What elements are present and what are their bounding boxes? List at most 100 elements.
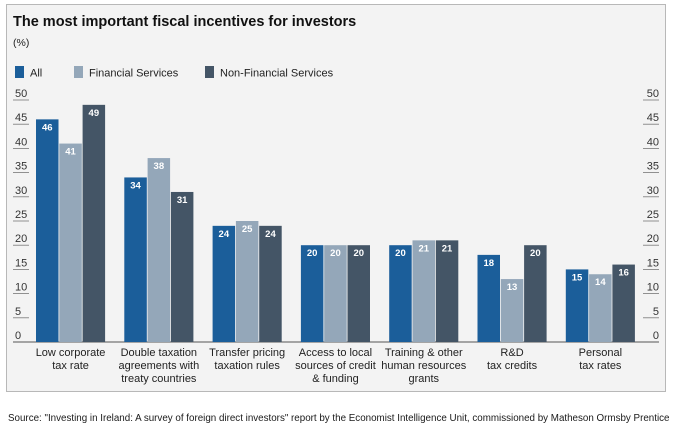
bar: [612, 264, 635, 342]
category-label: Low corporate tax rate: [36, 347, 106, 372]
y-tick-label-right: 25: [647, 209, 659, 221]
bar-value-label: 15: [572, 272, 583, 283]
bar: [300, 245, 324, 342]
bar-value-label: 41: [65, 147, 76, 158]
category-label-line: Transfer pricing: [209, 347, 285, 359]
bar-value-label: 49: [89, 108, 100, 119]
bar: [347, 245, 370, 342]
category-labels: Low corporate tax rate Double taxation agre…: [36, 347, 622, 385]
bar-value-label: 20: [307, 248, 318, 259]
bar: [500, 279, 524, 342]
category-label-line: taxation rules: [214, 360, 280, 372]
y-tick-label-left: 25: [15, 209, 27, 221]
y-tick-label-left: 40: [15, 136, 27, 148]
y-tick-label-right: 50: [647, 88, 659, 100]
y-tick-label-left: 10: [15, 282, 27, 294]
category-label: Double taxation agreements with treaty cou…: [118, 347, 199, 385]
bar: [259, 225, 282, 342]
category-label: Access to local sources of credit & fundin…: [295, 347, 376, 385]
bar-value-label: 24: [219, 229, 230, 240]
bar-value-label: 20: [395, 248, 406, 259]
bar-value-label: 14: [595, 277, 606, 288]
category-label-line: tax credits: [487, 360, 538, 372]
bar: [82, 104, 106, 342]
bar: [389, 245, 412, 342]
y-tick-label-left: 20: [15, 233, 27, 245]
bar: [324, 245, 347, 342]
bar: [59, 143, 82, 342]
chart-frame: The most important fiscal incentives for…: [6, 4, 666, 392]
y-tick-label-left: 5: [15, 306, 21, 318]
bar-value-label: 20: [530, 248, 541, 259]
y-tick-label-left: 30: [15, 185, 27, 197]
category-label: Personal tax rates: [579, 347, 622, 372]
category-label-line: tax rate: [52, 360, 89, 372]
bar: [36, 119, 59, 342]
bar: [235, 221, 259, 342]
bar-value-label: 21: [442, 243, 453, 254]
y-tick-label-left: 35: [15, 161, 27, 173]
legend: All Financial Services Non-Financial Servi…: [15, 66, 334, 80]
legend-swatch: [15, 66, 24, 78]
bar-value-label: 34: [130, 180, 141, 191]
y-tick-label-left: 15: [15, 257, 27, 269]
category-label-line: grants: [408, 373, 439, 385]
category-label-line: R&D: [500, 347, 523, 359]
legend-swatch: [205, 66, 214, 78]
bar: [477, 254, 500, 342]
category-label-line: sources of credit: [295, 360, 376, 372]
bar-value-label: 13: [507, 282, 518, 293]
category-label-line: & funding: [312, 373, 358, 385]
bar: [124, 177, 147, 342]
bar-value-label: 25: [242, 224, 253, 235]
source-note: Source: "Investing in Ireland: A survey …: [8, 413, 670, 424]
unit-label: (%): [13, 37, 29, 49]
y-tick-label-right: 40: [647, 136, 659, 148]
axes: 0 0 5 5 10 10 15 15 20 20 25 25 30 30 35 35 40 40 45 45 50 50: [13, 88, 659, 343]
legend-label: Financial Services: [89, 68, 179, 80]
bar-value-label: 31: [177, 195, 188, 206]
bar: [524, 245, 547, 342]
chart-title: The most important fiscal incentives for…: [13, 14, 356, 30]
category-label-line: tax rates: [579, 360, 622, 372]
bar-value-label: 46: [42, 122, 53, 133]
y-tick-label-left: 0: [15, 330, 21, 342]
legend-label: Non-Financial Services: [220, 68, 334, 80]
legend-label: All: [30, 68, 42, 80]
category-label-line: agreements with: [118, 360, 199, 372]
category-label-line: treaty countries: [121, 373, 197, 385]
bar: [565, 269, 589, 342]
bar-value-label: 16: [618, 268, 629, 279]
bar-value-label: 18: [483, 258, 494, 269]
category-label-line: Low corporate: [36, 347, 106, 359]
category-label-line: Training & other: [385, 347, 463, 359]
category-label: R&D tax credits: [487, 347, 538, 372]
category-label: Training & other human resources grants: [381, 347, 466, 385]
bar: [589, 274, 612, 342]
legend-swatch: [74, 66, 83, 78]
y-tick-label-right: 35: [647, 161, 659, 173]
bar: [170, 191, 194, 342]
y-tick-label-right: 15: [647, 257, 659, 269]
bar-chart: The most important fiscal incentives for…: [13, 14, 659, 385]
bar-value-label: 20: [353, 248, 364, 259]
y-tick-label-left: 45: [15, 112, 27, 124]
y-tick-label-right: 10: [647, 282, 659, 294]
category-label: Transfer pricing taxation rules: [209, 347, 285, 372]
bar: [435, 240, 459, 342]
bar-value-label: 21: [418, 243, 429, 254]
y-tick-label-right: 45: [647, 112, 659, 124]
y-tick-label-right: 20: [647, 233, 659, 245]
y-tick-label-right: 0: [653, 330, 659, 342]
bar-value-label: 38: [154, 161, 165, 172]
bar: [212, 225, 236, 342]
bar-value-label: 24: [265, 229, 276, 240]
category-label-line: human resources: [381, 360, 466, 372]
category-label-line: Access to local: [299, 347, 372, 359]
bar: [412, 240, 435, 342]
bar: [147, 158, 171, 342]
y-tick-label-right: 30: [647, 185, 659, 197]
bars: 46 41 49 34 38 31 24 25 24 20 20 20 20 21 21 18 13 20 15 14…: [36, 104, 635, 342]
y-tick-label-left: 50: [15, 88, 27, 100]
bar-value-label: 20: [330, 248, 341, 259]
